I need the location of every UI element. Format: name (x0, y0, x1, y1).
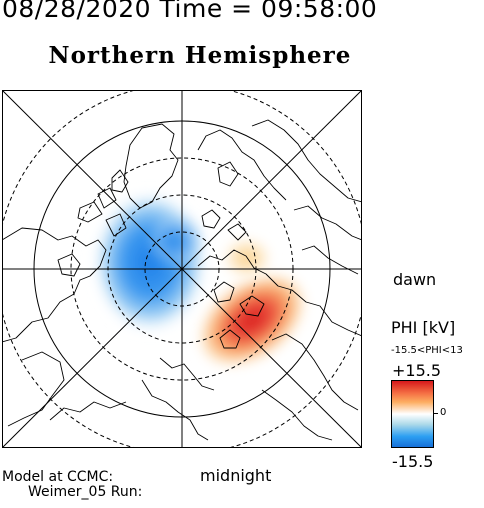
legend-range: -15.5<PHI<13 (391, 345, 463, 356)
meridian-grid (2, 90, 362, 448)
header-datetime: 08/28/2020 Time = 09:58:00 (2, 0, 378, 23)
credit-model: Model at CCMC: (2, 469, 114, 485)
polar-map (2, 90, 362, 448)
potential-negative-cell (90, 190, 250, 336)
legend-title: PHI [kV] (391, 318, 456, 337)
legend-min-label: -15.5 (392, 452, 434, 471)
legend-max-label: +15.5 (392, 361, 442, 380)
credit-run: Weimer_05 Run: (28, 484, 143, 500)
dawn-label: dawn (393, 270, 437, 289)
midnight-label: midnight (200, 466, 272, 485)
plot-title: Northern Hemisphere (48, 42, 352, 69)
colorbar (391, 380, 434, 448)
legend-zero-label: 0 (440, 407, 447, 418)
colorbar-zero-tick (433, 413, 438, 414)
